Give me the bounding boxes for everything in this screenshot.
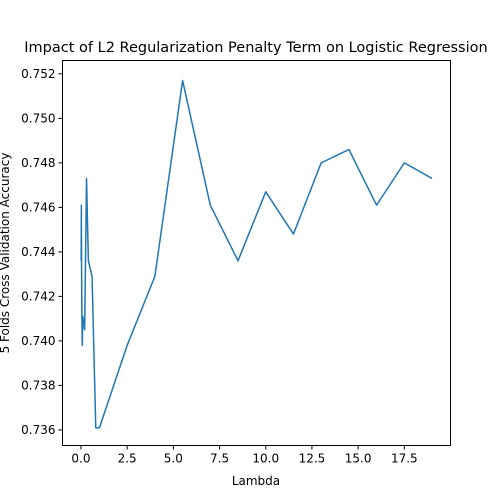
x-tick-label: 15.0 [345, 452, 372, 466]
chart-title: Impact of L2 Regularization Penalty Term… [24, 40, 487, 56]
y-tick-label: 0.744 [21, 245, 55, 259]
y-tick-label: 0.742 [21, 289, 55, 303]
x-tick-label: 0.0 [71, 452, 90, 466]
x-tick-label: 12.5 [299, 452, 326, 466]
y-tick-label: 0.740 [21, 334, 55, 348]
x-tick-label: 5.0 [164, 452, 183, 466]
x-tick-label: 10.0 [252, 452, 279, 466]
x-tick-label: 17.5 [391, 452, 418, 466]
y-tick-label: 0.750 [21, 111, 55, 125]
y-axis: 0.736 0.738 0.740 0.742 0.744 0.746 0.748 0.750… [21, 67, 62, 437]
x-axis-label: Lambda [232, 474, 280, 488]
plot-area [63, 61, 451, 446]
x-tick-label: 7.5 [210, 452, 229, 466]
y-tick-label: 0.736 [21, 423, 55, 437]
y-tick-label: 0.746 [21, 200, 55, 214]
x-axis: 0.0 2.5 5.0 7.5 10.0 12.5 15.0 17.5 [71, 446, 417, 466]
y-tick-label: 0.748 [21, 156, 55, 170]
y-tick-label: 0.738 [21, 378, 55, 392]
y-axis-label: 5 Folds Cross Validation Accuracy [0, 153, 12, 354]
y-tick-label: 0.752 [21, 67, 55, 81]
x-tick-label: 2.5 [118, 452, 137, 466]
